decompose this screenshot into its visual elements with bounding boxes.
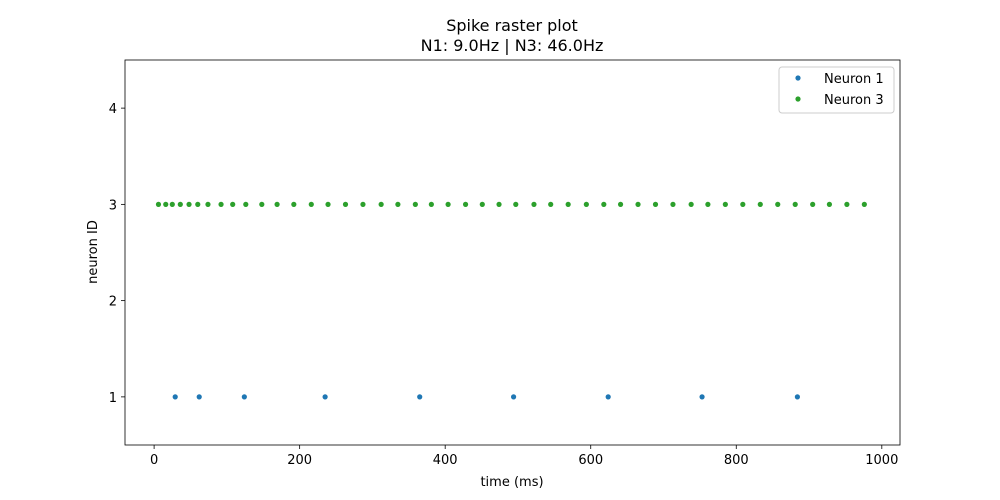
spike-point-neuron-3 bbox=[479, 201, 485, 207]
spike-point-neuron-3 bbox=[496, 201, 502, 207]
spike-point-neuron-3 bbox=[705, 201, 711, 207]
spike-point-neuron-3 bbox=[218, 201, 224, 207]
y-tick-label: 2 bbox=[109, 295, 117, 310]
x-tick-label: 400 bbox=[433, 453, 458, 468]
spike-point-neuron-3 bbox=[155, 201, 162, 207]
x-axis-label: time (ms) bbox=[480, 475, 543, 490]
spike-point-neuron-3 bbox=[757, 201, 763, 207]
spike-point-neuron-3 bbox=[395, 201, 401, 207]
spike-point-neuron-1 bbox=[322, 394, 328, 400]
spike-point-neuron-3 bbox=[722, 201, 728, 207]
legend-label-neuron-1: Neuron 1 bbox=[824, 72, 884, 87]
spike-point-neuron-3 bbox=[844, 201, 850, 207]
plot-area bbox=[124, 59, 901, 446]
spike-point-neuron-1 bbox=[196, 394, 202, 400]
spike-point-neuron-1 bbox=[510, 394, 517, 400]
spike-point-neuron-3 bbox=[445, 201, 451, 207]
plot-frame bbox=[124, 59, 901, 446]
spike-point-neuron-3 bbox=[670, 201, 676, 207]
spike-point-neuron-3 bbox=[186, 201, 192, 207]
chart-title: Spike raster plot bbox=[446, 16, 578, 35]
spike-markers bbox=[155, 201, 867, 400]
spike-point-neuron-1 bbox=[241, 394, 247, 400]
spike-point-neuron-1 bbox=[699, 394, 705, 400]
spike-point-neuron-3 bbox=[826, 201, 833, 207]
spike-point-neuron-3 bbox=[243, 201, 249, 207]
spike-point-neuron-3 bbox=[635, 201, 641, 207]
legend-marker-neuron-3 bbox=[795, 96, 801, 102]
spike-point-neuron-3 bbox=[428, 201, 434, 207]
spike-point-neuron-3 bbox=[548, 201, 554, 207]
spike-point-neuron-3 bbox=[274, 201, 280, 207]
spike-point-neuron-3 bbox=[740, 201, 746, 207]
spike-point-neuron-3 bbox=[861, 201, 867, 207]
spike-point-neuron-3 bbox=[325, 201, 331, 207]
x-tick-label: 200 bbox=[287, 453, 312, 468]
spike-point-neuron-3 bbox=[688, 201, 694, 207]
spike-point-neuron-3 bbox=[601, 201, 607, 207]
spike-point-neuron-3 bbox=[205, 201, 211, 207]
spike-point-neuron-3 bbox=[360, 201, 366, 207]
y-tick-label: 4 bbox=[109, 102, 117, 117]
spike-point-neuron-3 bbox=[775, 201, 781, 207]
spike-point-neuron-1 bbox=[172, 394, 178, 400]
legend: Neuron 1 Neuron 3 bbox=[778, 66, 895, 114]
spike-point-neuron-3 bbox=[291, 201, 297, 207]
spike-point-neuron-3 bbox=[308, 201, 314, 207]
spike-point-neuron-3 bbox=[583, 201, 589, 207]
y-axis: 1 2 3 4 bbox=[109, 102, 125, 406]
spike-point-neuron-1 bbox=[417, 394, 423, 400]
legend-box bbox=[778, 66, 895, 114]
spike-point-neuron-3 bbox=[810, 201, 816, 207]
x-axis: 0 200 400 600 800 1000 bbox=[150, 445, 898, 468]
x-tick-label: 0 bbox=[150, 453, 158, 468]
spike-point-neuron-3 bbox=[412, 201, 418, 207]
spike-point-neuron-3 bbox=[163, 201, 169, 207]
spike-point-neuron-3 bbox=[462, 201, 469, 207]
legend-marker-neuron-1 bbox=[795, 75, 801, 81]
y-tick-label: 1 bbox=[109, 391, 117, 406]
spike-point-neuron-3 bbox=[617, 201, 624, 207]
spike-point-neuron-3 bbox=[513, 201, 519, 207]
spike-point-neuron-3 bbox=[531, 201, 537, 207]
chart-subtitle: N1: 9.0Hz | N3: 46.0Hz bbox=[421, 36, 604, 55]
legend-label-neuron-3: Neuron 3 bbox=[824, 93, 884, 108]
x-tick-label: 600 bbox=[578, 453, 603, 468]
spike-point-neuron-3 bbox=[342, 201, 349, 207]
spike-point-neuron-3 bbox=[177, 201, 183, 207]
spike-point-neuron-3 bbox=[230, 201, 236, 207]
spike-point-neuron-3 bbox=[378, 201, 384, 207]
x-tick-label: 800 bbox=[724, 453, 749, 468]
x-tick-label: 1000 bbox=[865, 453, 898, 468]
spike-point-neuron-3 bbox=[652, 201, 659, 207]
spike-point-neuron-3 bbox=[169, 201, 175, 207]
y-axis-label: neuron ID bbox=[86, 220, 101, 284]
y-tick-label: 3 bbox=[109, 198, 117, 213]
spike-point-neuron-3 bbox=[792, 201, 798, 207]
spike-point-neuron-1 bbox=[605, 394, 611, 400]
spike-point-neuron-3 bbox=[259, 201, 265, 207]
spike-point-neuron-3 bbox=[195, 201, 201, 207]
spike-point-neuron-3 bbox=[565, 201, 571, 207]
spike-point-neuron-1 bbox=[794, 394, 800, 400]
